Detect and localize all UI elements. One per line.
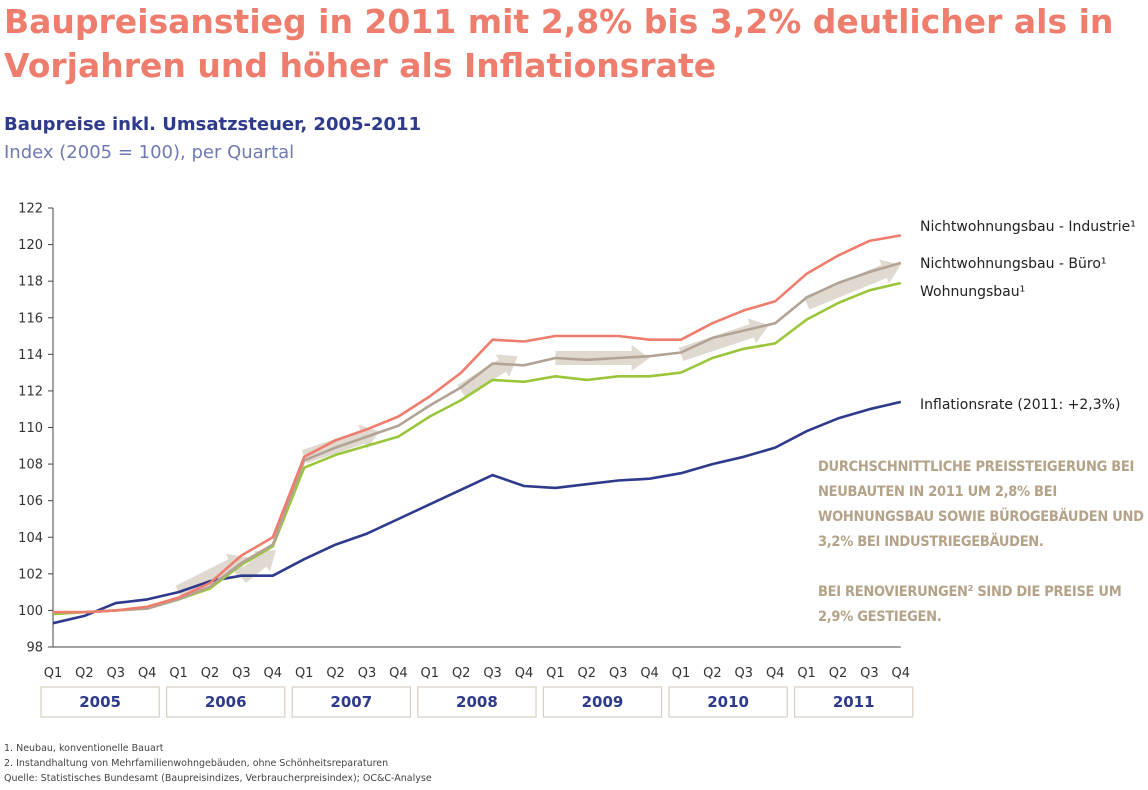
chart-subtitle-index: Index (2005 = 100), per Quartal <box>4 142 295 163</box>
x-tick-label: Q2 <box>703 666 722 681</box>
legend-label: Wohnungsbau¹ <box>920 284 1025 300</box>
y-tick-label: 122 <box>18 202 43 217</box>
y-tick-label: 118 <box>18 275 43 290</box>
year-label: 2008 <box>456 693 498 711</box>
x-tick-label: Q4 <box>766 666 785 681</box>
y-tick-label: 100 <box>18 604 43 619</box>
year-label: 2011 <box>833 693 875 711</box>
y-tick-label: 116 <box>18 311 43 326</box>
x-tick-label: Q2 <box>326 666 345 681</box>
series-line <box>53 261 902 614</box>
year-box <box>417 686 537 718</box>
x-tick-label: Q2 <box>201 666 220 681</box>
annotation-text-2: BEI RENOVIERUNGEN² SIND DIE PREISE UM 2,… <box>818 584 1122 625</box>
x-tick-label: Q3 <box>735 666 754 681</box>
x-tick-label: Q1 <box>546 666 565 681</box>
year-box <box>542 686 663 718</box>
y-tick-label: 108 <box>18 458 43 473</box>
legend-label: Inflationsrate (2011: +2,3%) <box>920 397 1120 413</box>
series-line <box>52 400 902 625</box>
year-label: 2005 <box>79 693 121 711</box>
year-label: 2007 <box>330 693 372 711</box>
x-tick-label: Q2 <box>829 666 848 681</box>
y-tick-label: 110 <box>18 421 43 436</box>
footnote-1: 1. Neubau, konventionelle Bauart <box>4 743 164 754</box>
x-tick-label: Q3 <box>358 666 377 681</box>
y-tick-label: 102 <box>18 567 43 582</box>
series-line <box>53 234 902 614</box>
x-tick-label: Q4 <box>640 666 659 681</box>
x-tick-label: Q4 <box>389 666 408 681</box>
x-tick-label: Q2 <box>578 666 597 681</box>
x-tick-label: Q3 <box>860 666 879 681</box>
year-label: 2009 <box>582 693 624 711</box>
legend-label: Nichtwohnungsbau - Büro¹ <box>920 256 1107 272</box>
x-tick-label: Q1 <box>169 666 188 681</box>
trend-arrow <box>804 259 901 310</box>
annotation-box: DURCHSCHNITTLICHE PREISSTEIGERUNG BEI NE… <box>818 455 1148 655</box>
year-box <box>668 686 788 718</box>
x-tick-label: Q4 <box>138 666 157 681</box>
x-tick-label: Q2 <box>452 666 471 681</box>
year-box <box>793 686 914 718</box>
x-tick-label: Q3 <box>232 666 251 681</box>
y-tick-label: 106 <box>18 494 43 509</box>
chart-subtitle: Baupreise inkl. Umsatzsteuer, 2005-2011 <box>4 114 422 135</box>
year-labels: 2005 2006 2007 2008 2009 2010 2011 <box>40 686 914 718</box>
footnote-2: 2. Instandhaltung von Mehrfamilienwohnge… <box>4 758 389 769</box>
line-chart: 98 100 102 104 106 108 110 112 114 116 118 120 122 N… <box>18 202 1136 718</box>
x-axis-labels: Q1 Q2 Q3 Q4 Q1 Q2 Q3 Q4 Q1 Q2 Q3 Q4 Q1 Q2 Q3 Q4 Q1 Q2 Q3 Q4… <box>44 666 910 681</box>
x-tick-label: Q3 <box>609 666 628 681</box>
year-box <box>166 686 286 718</box>
annotation-text-1: DURCHSCHNITTLICHE PREISSTEIGERUNG BEI NE… <box>818 459 1144 550</box>
y-tick-label: 98 <box>26 641 43 656</box>
year-box <box>291 686 412 718</box>
y-tick-label: 120 <box>18 238 43 253</box>
x-tick-label: Q1 <box>44 666 63 681</box>
x-tick-label: Q2 <box>75 666 94 681</box>
x-tick-label: Q1 <box>295 666 314 681</box>
x-tick-label: Q3 <box>107 666 126 681</box>
x-tick-label: Q4 <box>264 666 283 681</box>
source-note: Quelle: Statistisches Bundesamt (Bauprei… <box>4 773 432 784</box>
y-tick-label: 104 <box>18 531 43 546</box>
year-box <box>40 686 160 718</box>
x-tick-label: Q4 <box>515 666 534 681</box>
x-tick-label: Q1 <box>421 666 440 681</box>
y-tick-label: 114 <box>18 348 43 363</box>
year-label: 2006 <box>205 693 247 711</box>
trend-arrow <box>457 354 518 397</box>
x-tick-label: Q1 <box>797 666 816 681</box>
chart-series <box>52 234 902 625</box>
year-label: 2010 <box>707 693 749 711</box>
x-tick-label: Q1 <box>672 666 691 681</box>
footnotes: 1. Neubau, konventionelle Bauart 2. Inst… <box>4 741 432 786</box>
x-tick-label: Q4 <box>892 666 911 681</box>
y-tick-label: 112 <box>18 384 43 399</box>
x-tick-label: Q3 <box>483 666 502 681</box>
legend-label: Nichtwohnungsbau - Industrie¹ <box>920 219 1136 235</box>
chart-axes: 98 100 102 104 106 108 110 112 114 116 118 120 122 <box>18 202 901 656</box>
chart-legend: Nichtwohnungsbau - Industrie¹ Nichtwohnun… <box>920 219 1136 413</box>
page-title: Baupreisanstieg in 2011 mit 2,8% bis 3,2… <box>4 2 1114 85</box>
